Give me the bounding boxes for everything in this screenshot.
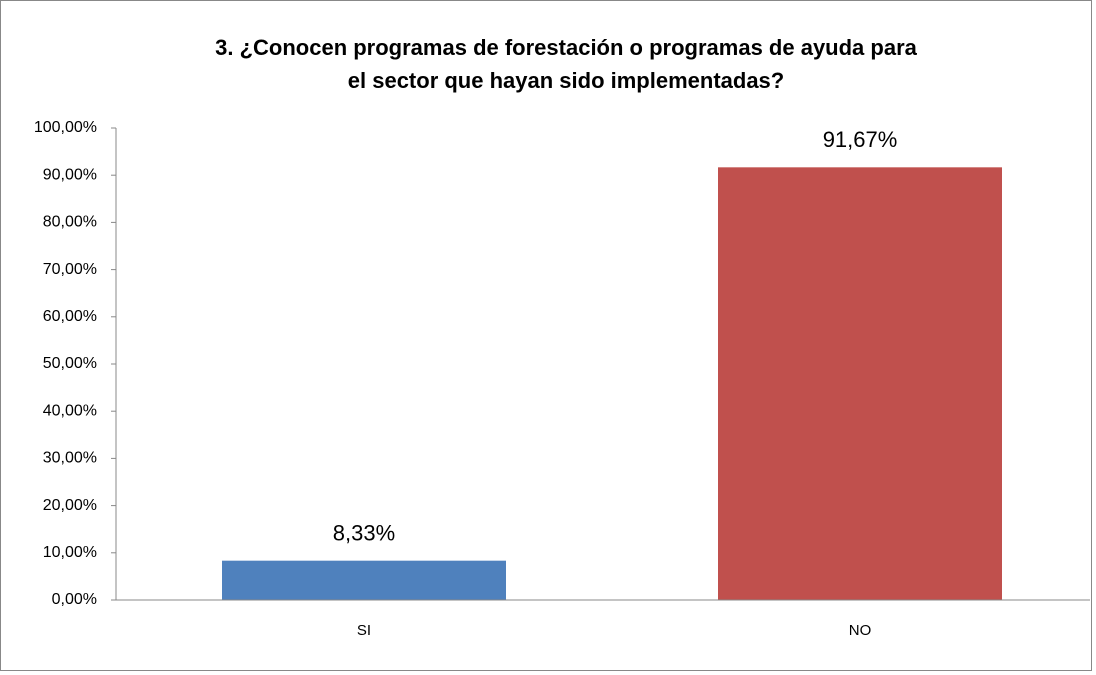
y-tick-label: 40,00% [43,402,97,419]
value-label: 91,67% [823,127,898,152]
x-tick-label: NO [849,622,872,639]
y-tick-label: 20,00% [43,497,97,514]
y-tick-label: 70,00% [43,261,97,278]
y-tick-label: 0,00% [52,591,97,608]
y-tick-label: 50,00% [43,355,97,372]
y-tick-label: 60,00% [43,308,97,325]
y-tick-label: 30,00% [43,450,97,467]
y-tick-label: 10,00% [43,544,97,561]
y-tick-label: 90,00% [43,166,97,183]
y-tick-label: 100,00% [34,119,97,136]
value-label: 8,33% [333,520,395,545]
chart-title: 3. ¿Conocen programas de forestación o p… [215,35,918,60]
x-tick-label: SI [357,622,371,639]
y-tick-label: 80,00% [43,214,97,231]
chart-title: el sector que hayan sido implementadas? [348,68,784,93]
bar [222,560,506,600]
bar [718,167,1002,600]
